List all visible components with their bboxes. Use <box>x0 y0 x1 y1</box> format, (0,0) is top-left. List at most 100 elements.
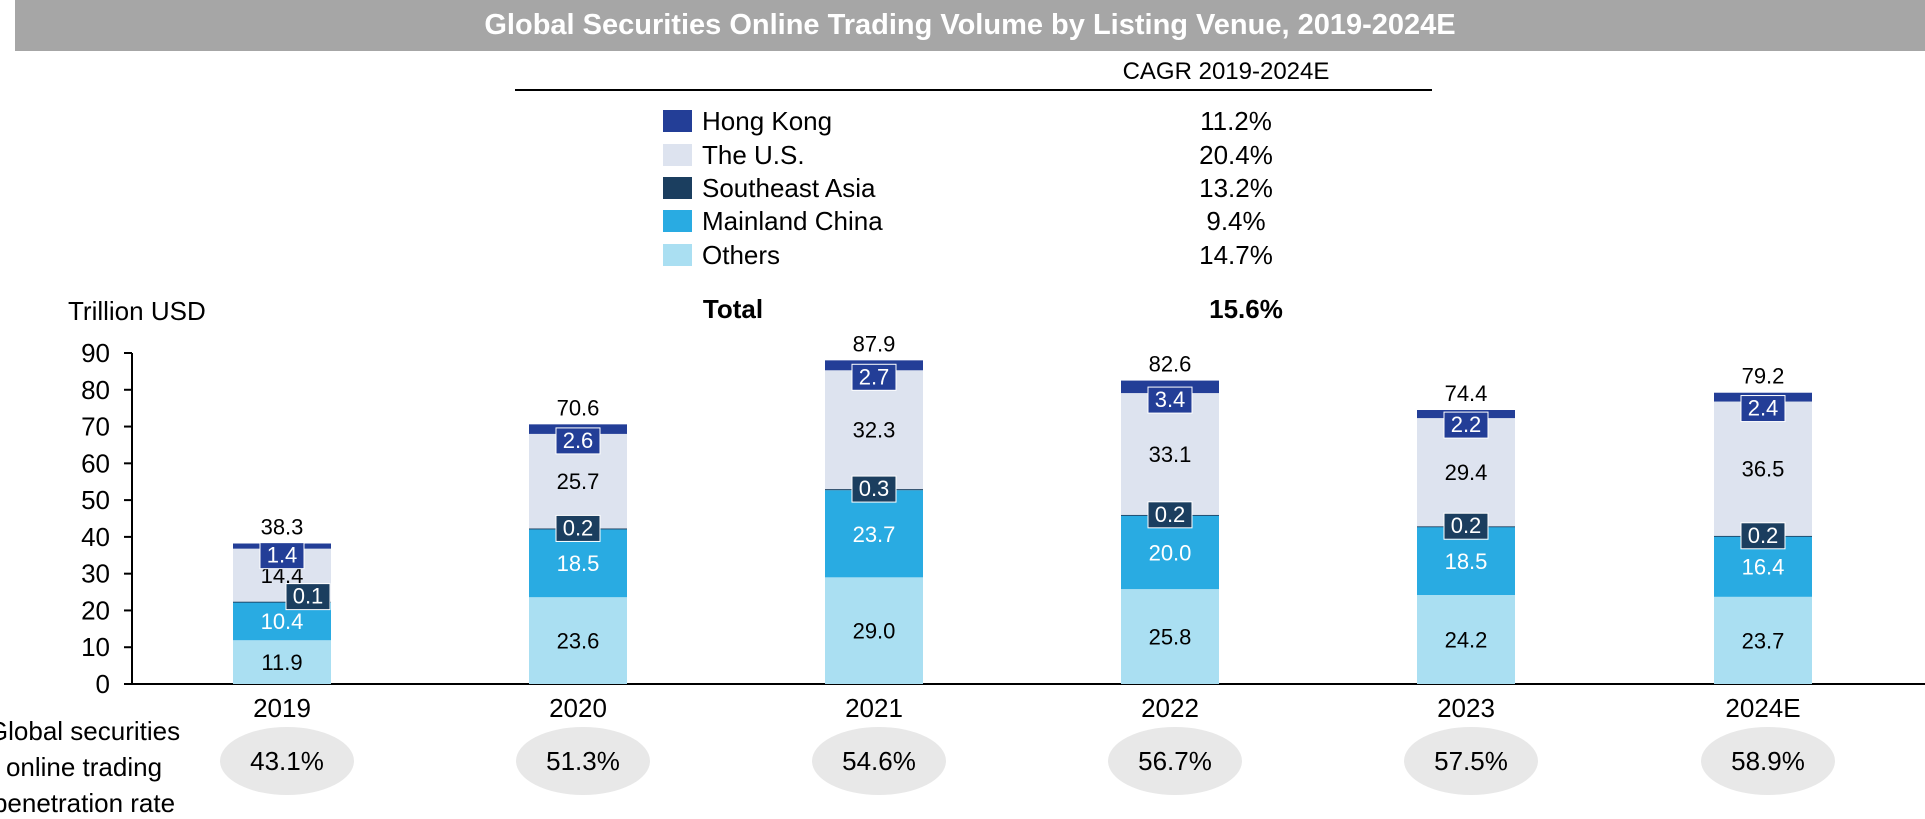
data-label: 25.8 <box>1149 625 1192 650</box>
legend-label: Hong Kong <box>702 106 832 136</box>
bar-segment-the-u-s- <box>1714 401 1812 536</box>
y-tick-label: 40 <box>81 522 110 552</box>
y-tick-label: 30 <box>81 559 110 589</box>
legend-cagr-value: 9.4% <box>1206 206 1265 236</box>
data-label: 0.3 <box>859 476 890 501</box>
data-label: 0.2 <box>1155 502 1186 527</box>
y-tick-label: 60 <box>81 448 110 478</box>
data-label: 0.2 <box>563 515 594 540</box>
data-label: 11.9 <box>261 650 302 675</box>
legend-cagr-value: 20.4% <box>1199 140 1273 170</box>
data-label: 23.7 <box>1742 628 1785 653</box>
data-label: 0.2 <box>1748 523 1779 548</box>
penetration-label: Global securities <box>0 716 180 746</box>
data-label-badge <box>1443 411 1489 439</box>
legend-label: Southeast Asia <box>702 173 876 203</box>
legend-swatch <box>663 110 692 132</box>
y-tick-label: 90 <box>81 338 110 368</box>
data-label-badge <box>1147 386 1193 414</box>
penetration-label: penetration rate <box>0 788 175 818</box>
total-label: 79.2 <box>1742 364 1785 389</box>
total-label: 74.4 <box>1445 381 1488 406</box>
data-label: 18.5 <box>1445 549 1488 574</box>
bar-segment-others <box>1714 596 1812 684</box>
penetration-value: 56.7% <box>1138 746 1212 776</box>
bar-segment-others <box>1417 594 1515 684</box>
y-axis: Trillion USD 0 10 20 30 40 50 60 70 80 90 2019 2020 2… <box>68 296 1925 723</box>
legend-cagr-value: 14.7% <box>1199 240 1273 270</box>
data-label: 23.6 <box>557 629 600 654</box>
data-label-badge <box>851 363 897 391</box>
bar-segment-others <box>825 577 923 684</box>
bar-segment-others <box>233 640 331 684</box>
penetration-bubble <box>1701 727 1835 795</box>
data-label: 2.4 <box>1748 396 1779 421</box>
data-label: 36.5 <box>1742 457 1785 482</box>
bar-segment-others <box>529 597 627 684</box>
x-tick-label: 2024E <box>1725 693 1800 723</box>
total-label: 70.6 <box>557 395 600 420</box>
y-tick-label: 20 <box>81 595 110 625</box>
data-label-badge <box>259 542 305 570</box>
total-label: 82.6 <box>1149 352 1192 377</box>
data-label-badge <box>1740 522 1786 550</box>
data-label: 33.1 <box>1149 442 1192 467</box>
y-tick-label: 80 <box>81 375 110 405</box>
data-label: 29.4 <box>1445 460 1488 485</box>
penetration-bubble <box>1404 727 1538 795</box>
penetration-value: 43.1% <box>250 746 324 776</box>
penetration-rate-row: Global securities online trading penetrati… <box>0 716 1835 818</box>
data-label: 2.7 <box>859 364 890 389</box>
data-label-badge <box>1147 501 1193 529</box>
data-label-badge <box>851 475 897 503</box>
data-label-badge <box>285 583 331 611</box>
data-label: 23.7 <box>853 522 896 547</box>
data-label: 25.7 <box>557 469 600 494</box>
data-label: 2.6 <box>563 428 594 453</box>
y-tick-label: 0 <box>96 669 110 699</box>
legend-cagr-value: 13.2% <box>1199 173 1273 203</box>
data-label: 2.2 <box>1451 412 1482 437</box>
data-label: 32.3 <box>853 418 896 443</box>
data-label-badge <box>1740 395 1786 423</box>
penetration-label: online trading <box>6 752 162 782</box>
data-label: 20.0 <box>1149 540 1192 565</box>
legend-total-cagr: 15.6% <box>1209 294 1283 324</box>
bar-segment-southeast-asia <box>233 601 331 603</box>
chart-title: Global Securities Online Trading Volume … <box>15 0 1925 51</box>
data-label: 0.1 <box>293 584 324 609</box>
y-tick-label: 10 <box>81 632 110 662</box>
legend-swatch <box>663 177 692 199</box>
x-tick-label: 2019 <box>253 693 311 723</box>
y-tick-label: 70 <box>81 412 110 442</box>
x-tick-label: 2022 <box>1141 693 1199 723</box>
total-label: 87.9 <box>853 331 896 356</box>
legend: CAGR 2019-2024E Hong Kong 11.2% The U.S. 20.… <box>515 58 1432 324</box>
data-label: 3.4 <box>1155 387 1186 412</box>
y-axis-label: Trillion USD <box>68 296 206 326</box>
legend-swatch <box>663 244 692 266</box>
penetration-bubble <box>1108 727 1242 795</box>
legend-label: Mainland China <box>702 206 883 236</box>
data-label: 29.0 <box>853 619 896 644</box>
legend-total-label: Total <box>703 294 763 324</box>
legend-label: The U.S. <box>702 140 805 170</box>
bar-segment-mainland-china <box>825 490 923 578</box>
bars: 11.910.40.114.41.438.323.618.50.225.72.6… <box>233 331 1812 684</box>
legend-cagr-value: 11.2% <box>1200 106 1272 136</box>
cagr-header: CAGR 2019-2024E <box>1123 58 1330 85</box>
x-tick-label: 2023 <box>1437 693 1495 723</box>
total-label: 38.3 <box>261 515 304 540</box>
penetration-bubble <box>220 727 354 795</box>
data-label: 10.4 <box>261 609 304 634</box>
penetration-value: 51.3% <box>546 746 620 776</box>
x-tick-label: 2020 <box>549 693 607 723</box>
legend-label: Others <box>702 240 780 270</box>
data-label: 24.2 <box>1445 627 1488 652</box>
data-label: 1.4 <box>267 543 298 568</box>
penetration-value: 57.5% <box>1434 746 1508 776</box>
data-label: 16.4 <box>1742 555 1785 580</box>
data-label: 18.5 <box>557 551 600 576</box>
legend-swatch <box>663 210 692 232</box>
